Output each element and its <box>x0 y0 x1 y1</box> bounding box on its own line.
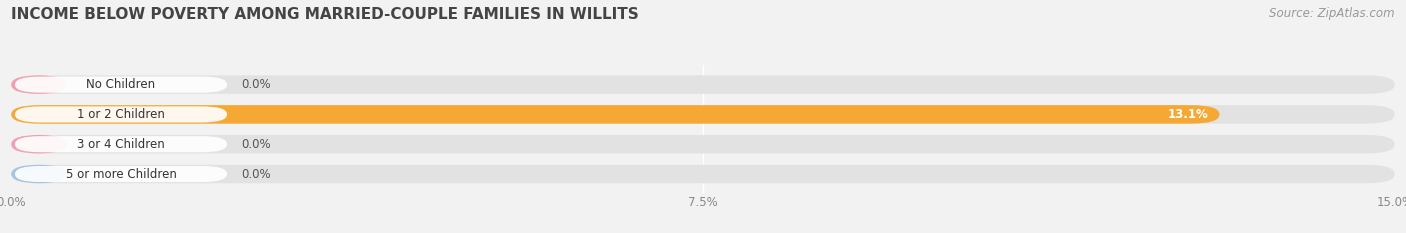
Text: Source: ZipAtlas.com: Source: ZipAtlas.com <box>1270 7 1395 20</box>
Text: 13.1%: 13.1% <box>1168 108 1208 121</box>
Text: 5 or more Children: 5 or more Children <box>66 168 176 181</box>
Text: No Children: No Children <box>86 78 156 91</box>
Text: 3 or 4 Children: 3 or 4 Children <box>77 138 165 151</box>
FancyBboxPatch shape <box>11 105 1395 124</box>
FancyBboxPatch shape <box>11 135 66 154</box>
FancyBboxPatch shape <box>11 165 1395 183</box>
FancyBboxPatch shape <box>11 105 1219 124</box>
Text: 1 or 2 Children: 1 or 2 Children <box>77 108 165 121</box>
FancyBboxPatch shape <box>15 77 228 93</box>
Text: 0.0%: 0.0% <box>240 78 270 91</box>
FancyBboxPatch shape <box>11 135 1395 154</box>
FancyBboxPatch shape <box>11 75 66 94</box>
Text: 0.0%: 0.0% <box>240 138 270 151</box>
FancyBboxPatch shape <box>11 165 66 183</box>
Text: 0.0%: 0.0% <box>240 168 270 181</box>
FancyBboxPatch shape <box>11 75 1395 94</box>
FancyBboxPatch shape <box>15 136 228 152</box>
FancyBboxPatch shape <box>15 106 228 123</box>
Text: INCOME BELOW POVERTY AMONG MARRIED-COUPLE FAMILIES IN WILLITS: INCOME BELOW POVERTY AMONG MARRIED-COUPL… <box>11 7 638 22</box>
FancyBboxPatch shape <box>15 166 228 182</box>
